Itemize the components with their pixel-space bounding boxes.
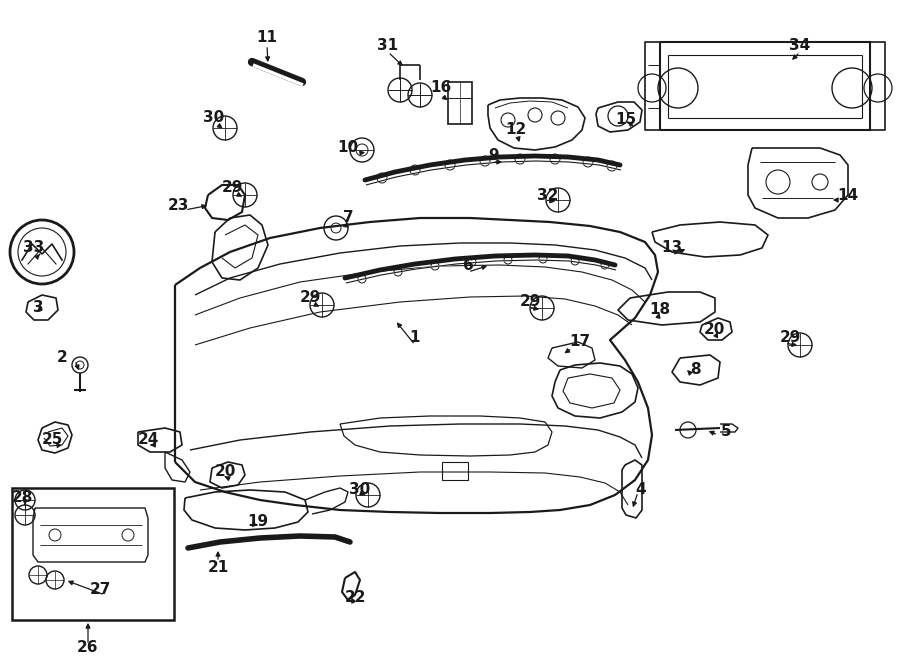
Text: 9: 9 xyxy=(489,147,500,163)
Text: 8: 8 xyxy=(689,362,700,377)
Text: 3: 3 xyxy=(32,301,43,315)
Text: 1: 1 xyxy=(410,330,420,346)
Text: 16: 16 xyxy=(430,81,452,95)
Text: 25: 25 xyxy=(41,432,63,447)
Text: 28: 28 xyxy=(12,490,32,506)
Bar xyxy=(12,488,174,620)
Bar xyxy=(448,82,472,124)
Text: 34: 34 xyxy=(789,38,811,52)
Text: 2: 2 xyxy=(57,350,68,366)
Text: 26: 26 xyxy=(77,641,99,656)
Text: 10: 10 xyxy=(338,141,358,155)
Text: 29: 29 xyxy=(300,290,320,305)
Text: 14: 14 xyxy=(837,188,859,202)
Text: 30: 30 xyxy=(203,110,225,126)
Text: 32: 32 xyxy=(537,188,559,202)
Text: 30: 30 xyxy=(349,483,371,498)
Text: 20: 20 xyxy=(703,323,724,338)
Text: 23: 23 xyxy=(167,198,189,212)
Text: 21: 21 xyxy=(207,561,229,576)
Text: 27: 27 xyxy=(89,582,111,598)
Bar xyxy=(442,462,468,480)
Text: 4: 4 xyxy=(635,483,646,498)
Text: 6: 6 xyxy=(463,258,473,272)
Text: 17: 17 xyxy=(570,334,590,350)
Text: 19: 19 xyxy=(248,514,268,529)
Text: 15: 15 xyxy=(616,112,636,128)
Text: 29: 29 xyxy=(779,330,801,346)
Text: 20: 20 xyxy=(214,465,236,479)
Text: 33: 33 xyxy=(23,241,45,256)
Text: 22: 22 xyxy=(344,590,365,605)
Text: 11: 11 xyxy=(256,30,277,46)
Text: 7: 7 xyxy=(343,210,354,225)
Text: 29: 29 xyxy=(221,180,243,196)
Text: 29: 29 xyxy=(519,295,541,309)
Text: 5: 5 xyxy=(721,424,732,440)
Text: 24: 24 xyxy=(138,432,158,447)
Text: 12: 12 xyxy=(506,122,526,137)
Text: 31: 31 xyxy=(377,38,399,52)
Text: 18: 18 xyxy=(650,303,670,317)
Text: 13: 13 xyxy=(662,241,682,256)
